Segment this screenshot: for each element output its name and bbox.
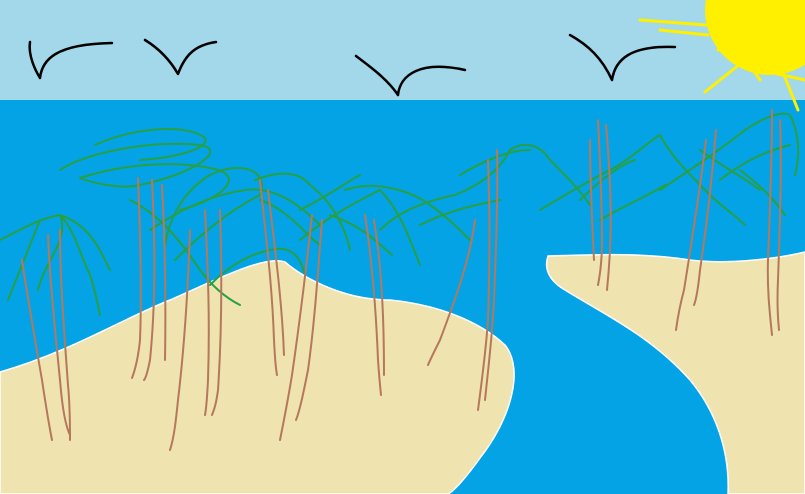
palm-trunk: [597, 119, 603, 286]
palm-trunk: [211, 209, 223, 416]
palm-trunk: [279, 214, 313, 441]
palm-trunk: [427, 219, 476, 366]
palm-trunk: [204, 209, 210, 416]
palm-trunk: [295, 219, 323, 421]
palm-trunk: [267, 189, 285, 356]
birds: [28, 33, 677, 97]
palm-trunk: [776, 119, 782, 331]
palm-trunk: [161, 184, 167, 361]
palm-trunk: [675, 139, 707, 331]
bird-icon: [143, 38, 218, 76]
palm-tree-icon: [164, 166, 306, 286]
palm-tree-icon: [659, 112, 800, 216]
palm-trunk: [59, 229, 71, 441]
palm-trunk: [364, 214, 382, 396]
bird-icon: [568, 33, 677, 82]
palm-trunk: [605, 124, 612, 291]
palm-trunk: [169, 229, 191, 451]
bird-icon: [354, 54, 467, 97]
sun-icon: [638, 0, 805, 112]
palm-trunks: [21, 109, 782, 451]
palm-tree-icon: [299, 184, 471, 266]
palm-tree-icon: [254, 172, 361, 251]
palm-tree-icon: [94, 127, 207, 161]
palm-trunk: [693, 129, 717, 306]
palm-trunk: [47, 234, 71, 436]
palm-fronds: [0, 112, 800, 316]
palm-trunk: [477, 159, 491, 411]
sun-disc: [705, 0, 805, 75]
palm-trunk: [143, 179, 156, 381]
palm-tree-icon: [0, 214, 111, 316]
left-beach: [0, 260, 515, 494]
palm-trunk: [373, 219, 385, 376]
sky: [0, 0, 805, 103]
sun-rays: [638, 18, 805, 112]
palm-trunk: [21, 259, 53, 441]
palm-trunk: [589, 139, 595, 261]
palm-trunk: [259, 179, 278, 376]
palm-tree-icon: [129, 188, 321, 306]
palm-trunk: [484, 149, 499, 401]
right-beach: [545, 251, 805, 494]
palm-trunk: [131, 177, 142, 379]
bird-icon: [28, 40, 114, 80]
palm-trunk: [766, 109, 773, 336]
